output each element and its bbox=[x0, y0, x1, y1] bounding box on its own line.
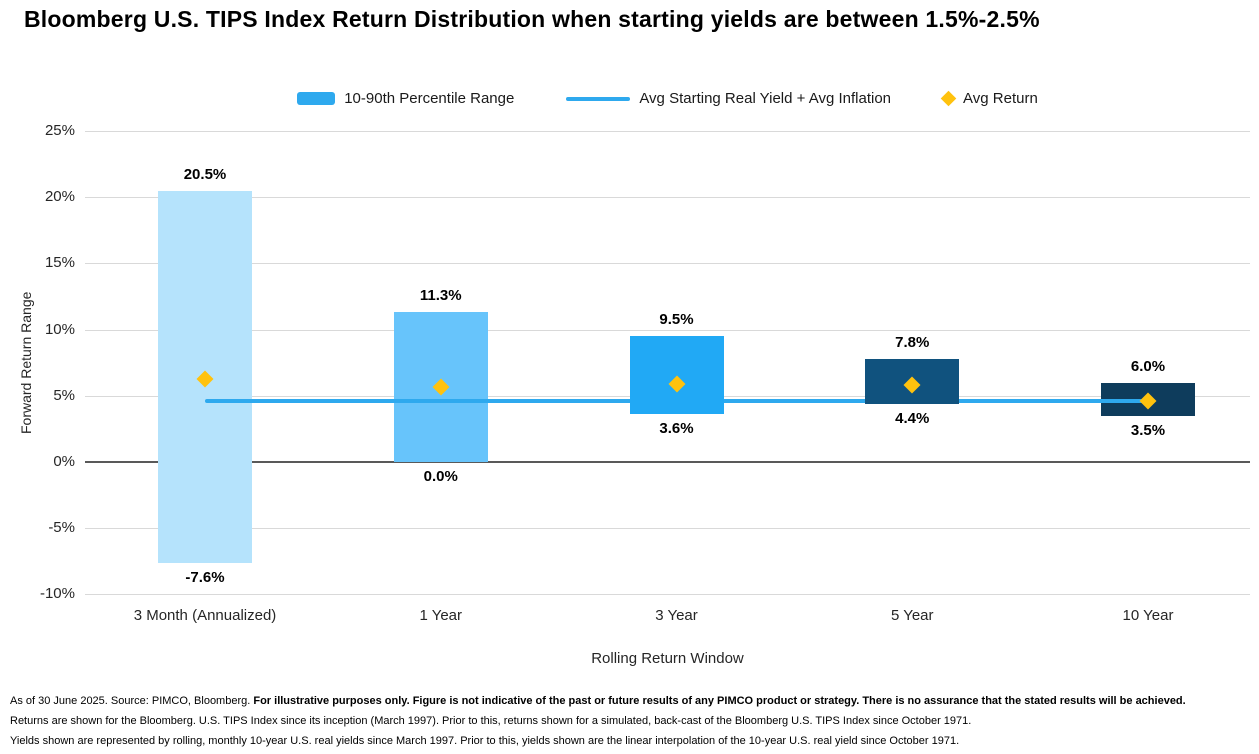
bar-label-high: 9.5% bbox=[659, 311, 694, 329]
y-tick-label: 10% bbox=[44, 320, 75, 338]
footnote-bold-text: For illustrative purposes only. Figure i… bbox=[253, 695, 1186, 707]
y-tick-label: -5% bbox=[48, 519, 75, 537]
page-title: Bloomberg U.S. TIPS Index Return Distrib… bbox=[24, 6, 1040, 32]
footnote-line-2: Returns are shown for the Bloomberg. U.S… bbox=[10, 715, 972, 727]
zero-axis-line bbox=[85, 461, 1250, 463]
legend-item-avg-yield-line: Avg Starting Real Yield + Avg Inflation bbox=[566, 90, 891, 107]
footnote-line-3: Yields shown are represented by rolling,… bbox=[10, 735, 960, 747]
gridline bbox=[85, 263, 1250, 265]
x-category-label: 10 Year bbox=[1122, 607, 1174, 624]
y-axis-title: Forward Return Range bbox=[18, 291, 34, 435]
footnote-text: As of 30 June 2025. Source: PIMCO, Bloom… bbox=[10, 695, 254, 707]
percentile-range-swatch-icon bbox=[297, 92, 336, 105]
bar-label-high: 6.0% bbox=[1130, 357, 1166, 375]
legend-item-percentile-range: 10-90th Percentile Range bbox=[297, 90, 514, 107]
bar-label-low: -7.6% bbox=[185, 568, 225, 586]
x-category-label: 3 Month (Annualized) bbox=[133, 607, 277, 624]
bar-label-high: 7.8% bbox=[895, 333, 930, 351]
bar-label-low: 3.5% bbox=[1130, 421, 1166, 439]
bar-label-low: 0.0% bbox=[423, 468, 458, 485]
bar-label-low: 4.4% bbox=[895, 409, 930, 427]
legend-label: Avg Starting Real Yield + Avg Inflation bbox=[639, 90, 892, 107]
bar-label-high: 20.5% bbox=[183, 165, 227, 183]
gridline bbox=[85, 197, 1250, 199]
footnotes: As of 30 June 2025. Source: PIMCO, Bloom… bbox=[10, 696, 1255, 754]
legend-label: Avg Return bbox=[963, 90, 1038, 107]
legend-label: 10-90th Percentile Range bbox=[344, 90, 515, 107]
bar-label-low: 3.6% bbox=[659, 420, 694, 438]
y-tick-label: 5% bbox=[53, 386, 75, 404]
gridline bbox=[85, 329, 1250, 331]
x-category-label: 5 Year bbox=[890, 607, 934, 624]
y-tick-label: 20% bbox=[44, 188, 75, 206]
gridline bbox=[85, 131, 1250, 133]
avg-yield-line-swatch-icon bbox=[566, 96, 631, 101]
y-tick-label: 15% bbox=[44, 254, 75, 272]
gridline bbox=[85, 594, 1250, 596]
y-tick-label: 25% bbox=[44, 122, 75, 140]
y-tick-label: -10% bbox=[39, 585, 75, 603]
chart-legend: 10-90th Percentile Range Avg Starting Re… bbox=[85, 90, 1250, 107]
x-axis-title: Rolling Return Window bbox=[591, 650, 744, 667]
range-bar bbox=[629, 336, 724, 415]
legend-item-avg-return: Avg Return bbox=[940, 90, 1038, 107]
x-category-label: 1 Year bbox=[419, 607, 463, 624]
x-category-label: 3 Year bbox=[655, 607, 698, 624]
bar-label-high: 11.3% bbox=[419, 287, 462, 305]
gridline bbox=[85, 528, 1250, 530]
y-tick-label: 0% bbox=[53, 453, 75, 470]
avg-return-diamond-icon bbox=[940, 90, 957, 107]
footnote-line-1: As of 30 June 2025. Source: PIMCO, Bloom… bbox=[10, 696, 1255, 707]
